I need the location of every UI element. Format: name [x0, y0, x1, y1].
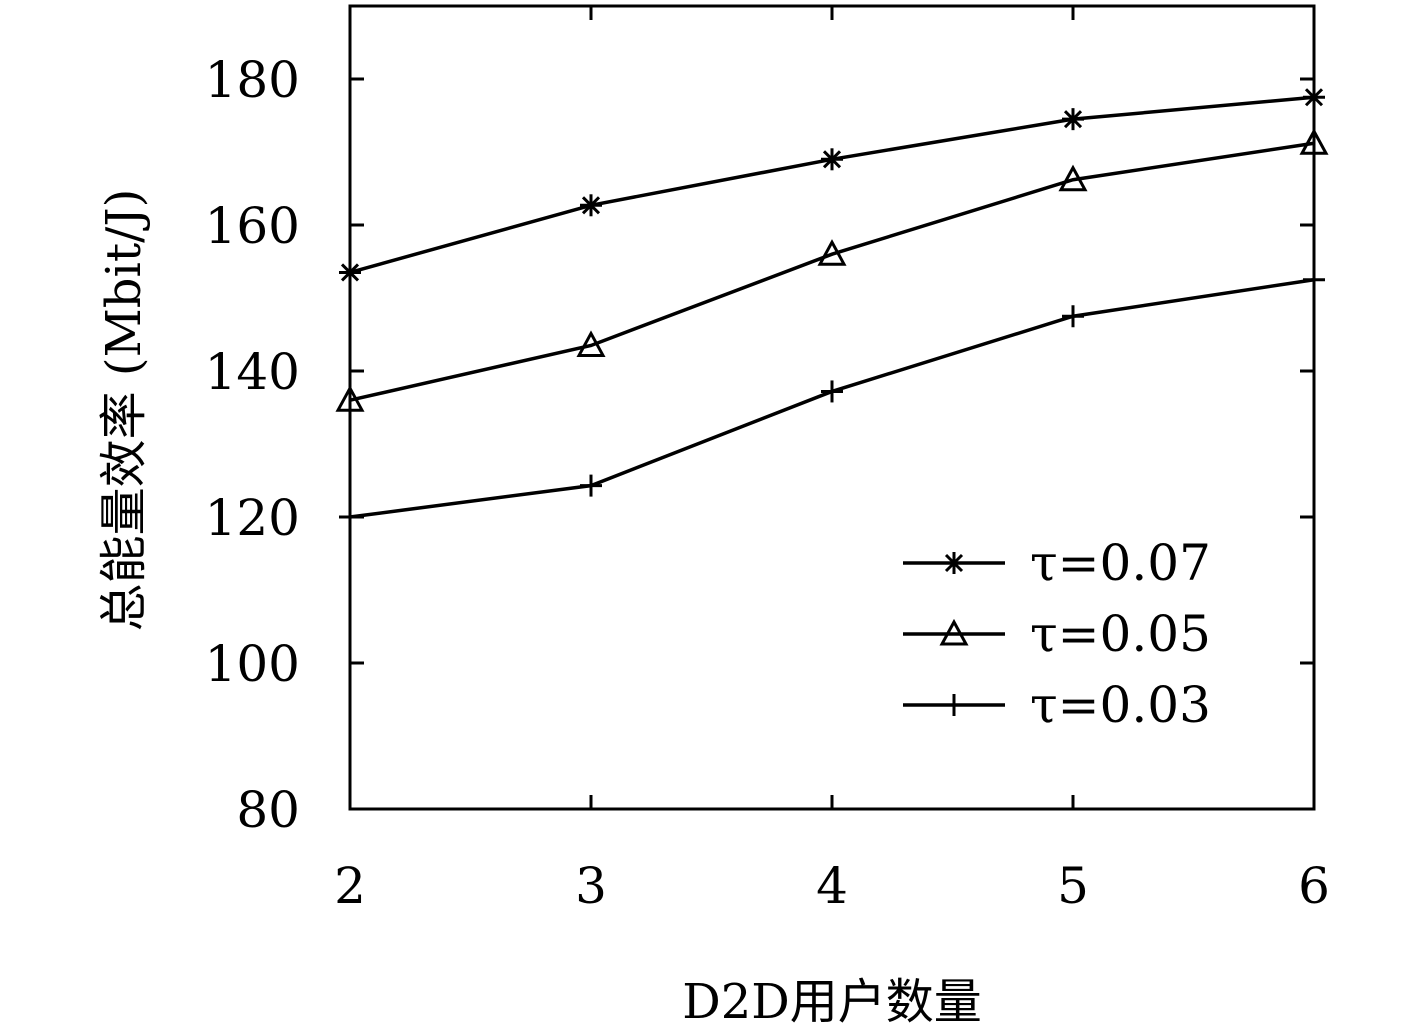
data-point-asterisk: [943, 552, 965, 574]
data-point-triangle: [1058, 164, 1088, 192]
data-point-asterisk: [1062, 108, 1084, 131]
legend-label: τ=0.07: [1030, 534, 1211, 592]
data-point-triangle: [576, 330, 606, 357]
y-tick-label: 160: [205, 197, 300, 255]
x-tick-label: 6: [1298, 857, 1330, 915]
data-point-asterisk: [580, 194, 602, 217]
data-point-plus: [339, 506, 361, 528]
x-tick-label: 5: [1057, 857, 1089, 915]
legend-label: τ=0.05: [1030, 605, 1211, 663]
series-line-1: [349, 141, 1315, 402]
legend: τ=0.07 τ=0.05 τ=0.03: [903, 534, 1211, 734]
data-point-triangle: [1299, 128, 1329, 155]
y-axis: 80 100 120 140 160 180: [205, 51, 1314, 839]
data-point-plus: [821, 380, 843, 403]
data-point-triangle: [817, 239, 847, 266]
y-tick-label: 180: [205, 51, 300, 109]
series-line-0: [349, 95, 1315, 275]
y-tick-label: 140: [205, 343, 300, 401]
data-point-triangle: [335, 385, 365, 412]
data-point-asterisk: [1303, 86, 1325, 109]
y-tick-label: 120: [205, 489, 300, 547]
x-axis: 2 3 4 5 6: [334, 6, 1330, 915]
x-tick-label: 3: [575, 857, 607, 915]
data-point-plus: [1062, 305, 1084, 328]
data-point-plus: [580, 474, 602, 497]
data-point-asterisk: [339, 261, 361, 284]
y-axis-title: 总能量效率 (Mbit/J): [96, 189, 152, 632]
data-point-asterisk: [821, 148, 843, 171]
x-tick-label: 4: [816, 857, 848, 915]
data-point-plus: [1303, 268, 1325, 291]
x-axis-title: D2D用户数量: [682, 974, 982, 1030]
data-point-plus: [943, 694, 965, 716]
legend-label: τ=0.03: [1030, 676, 1211, 734]
y-tick-label: 100: [205, 635, 300, 693]
x-tick-label: 2: [334, 857, 366, 915]
y-tick-label: 80: [236, 781, 300, 839]
series-group: [335, 86, 1329, 528]
data-point-triangle: [939, 618, 969, 646]
